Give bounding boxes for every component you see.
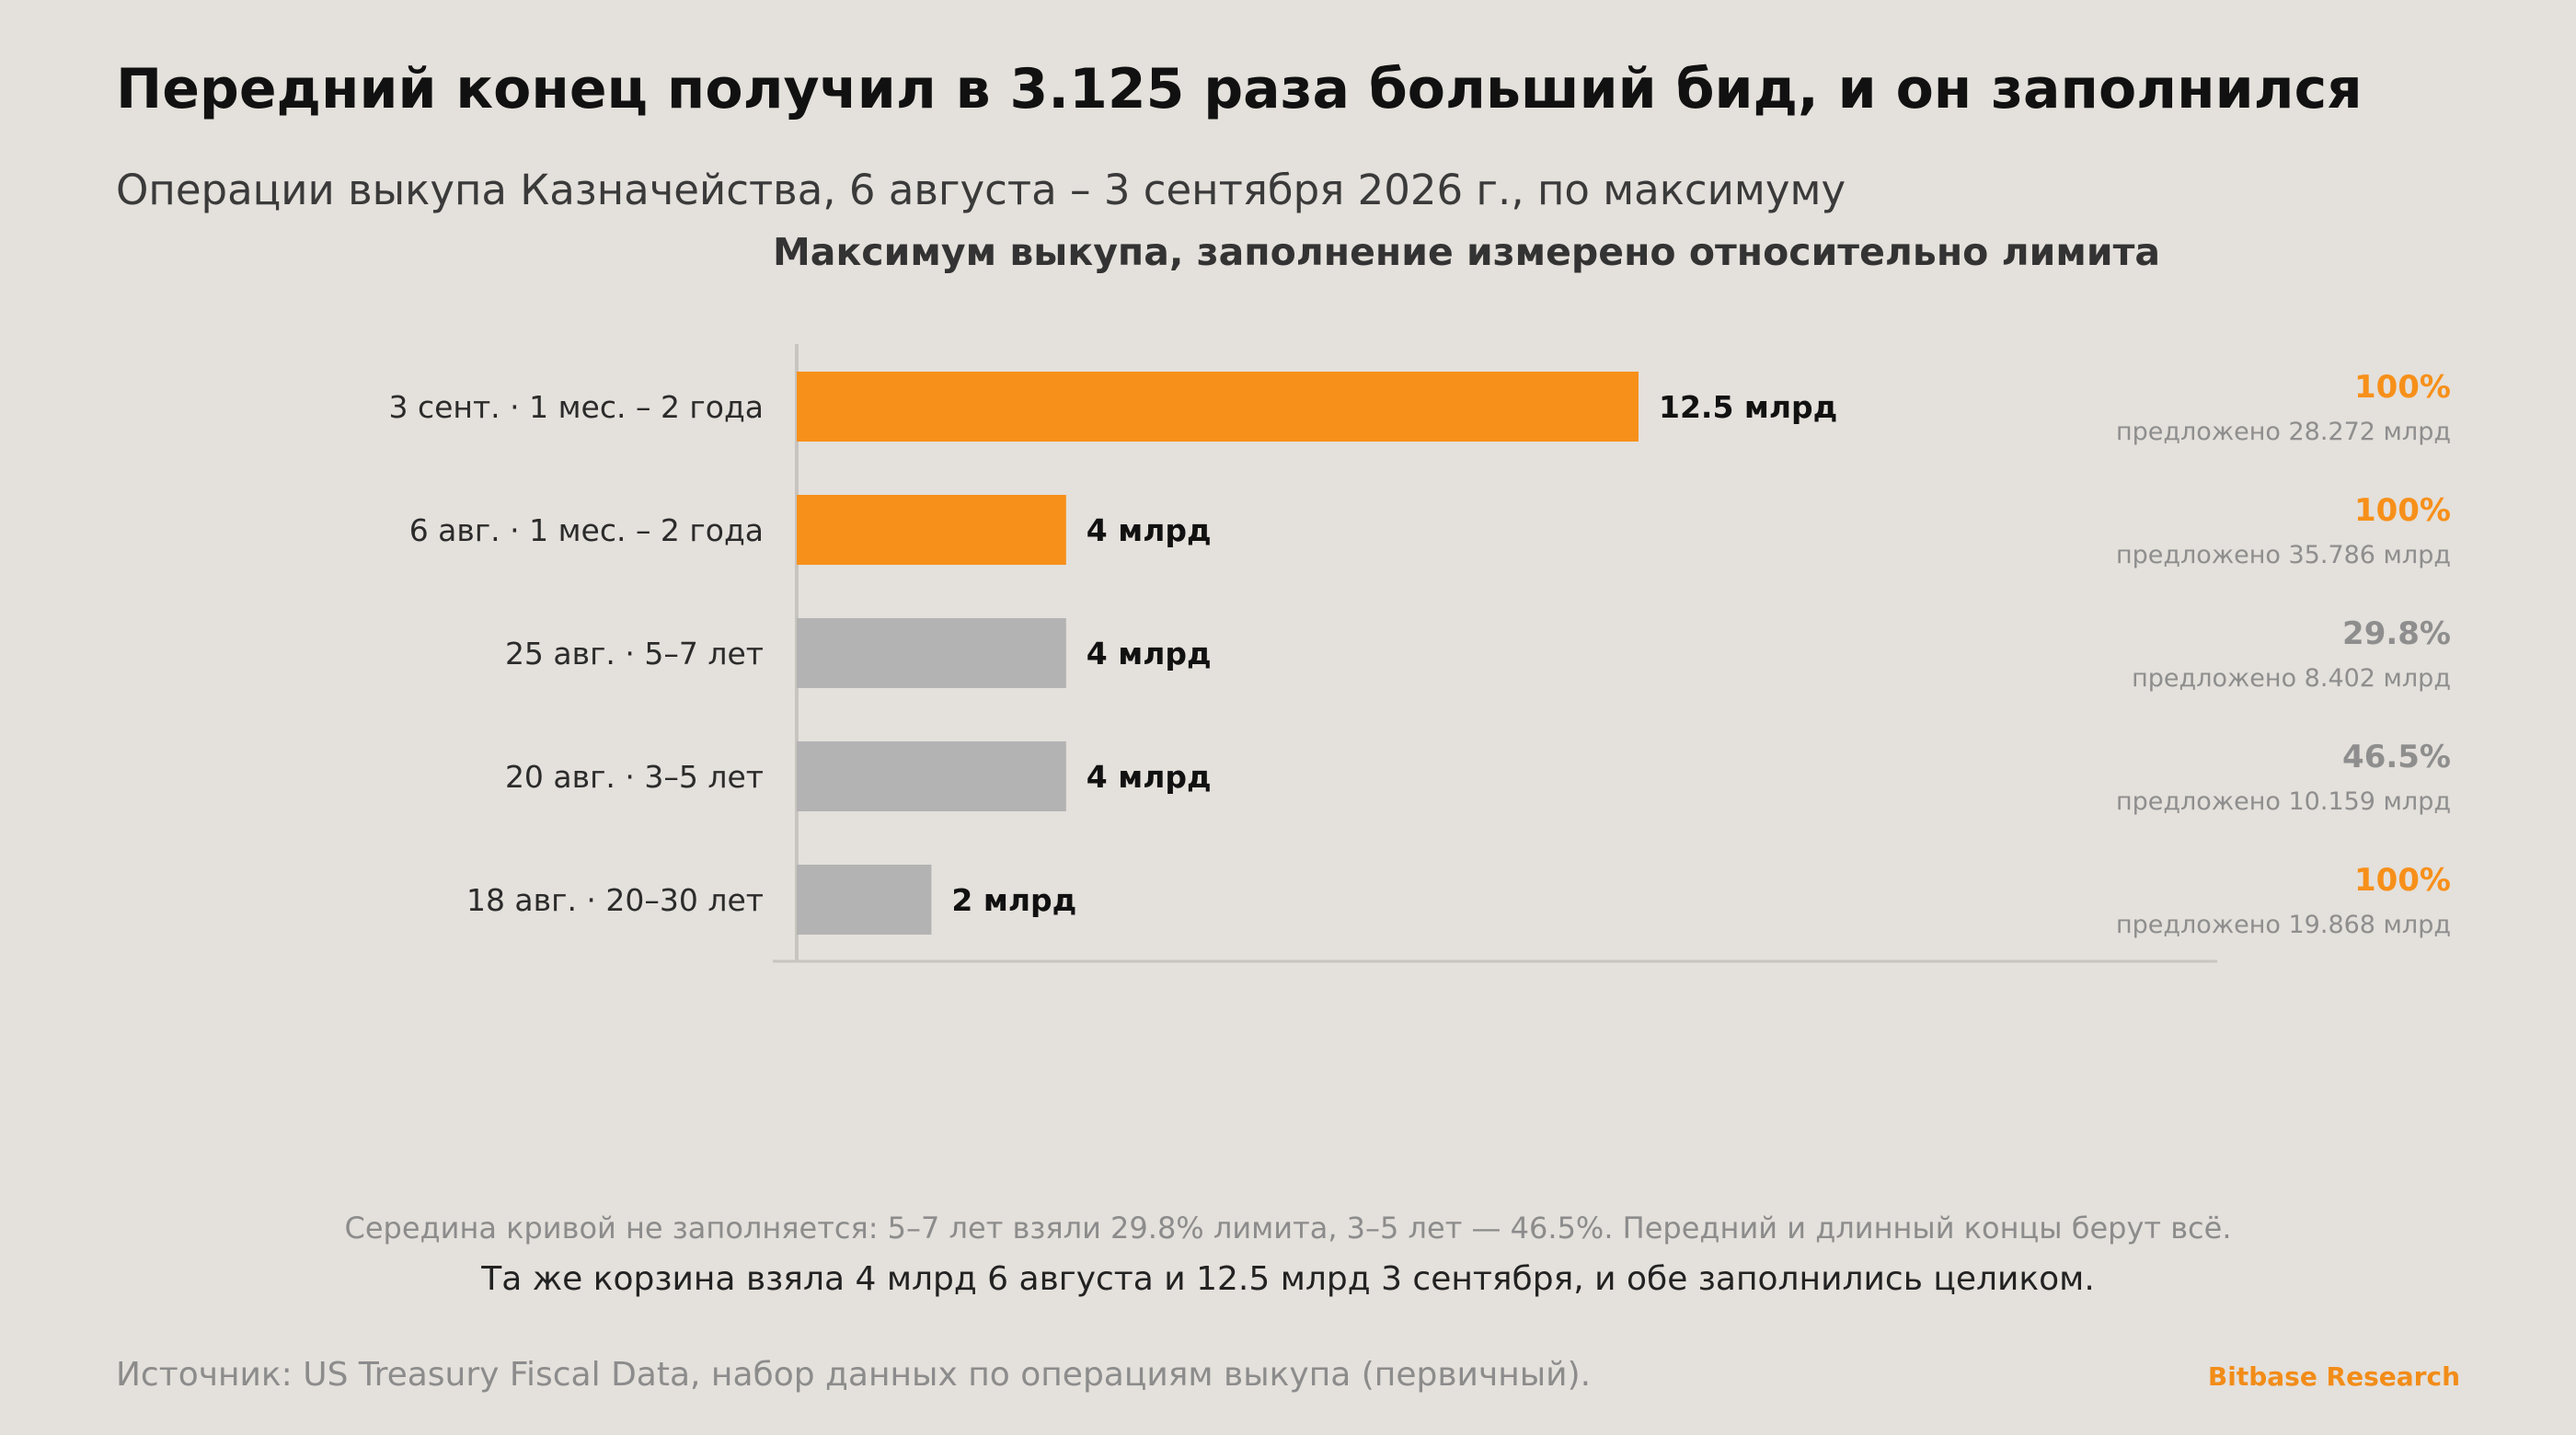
bar — [797, 372, 1639, 442]
page-title: Передний конец получил в 3.125 раза боль… — [116, 57, 2363, 121]
category-label: 6 авг. · 1 мес. – 2 года — [409, 512, 764, 548]
fill-percent-label: 100% — [2354, 369, 2451, 406]
offered-amount-label: предложено 28.272 млрд — [2116, 418, 2451, 446]
fill-percent-label: 29.8% — [2342, 615, 2451, 652]
note-midcurve: Середина кривой не заполняется: 5–7 лет … — [344, 1211, 2232, 1246]
category-label: 18 авг. · 20–30 лет — [466, 882, 764, 918]
category-label: 3 сент. · 1 мес. – 2 года — [388, 389, 764, 425]
offered-amount-label: предложено 10.159 млрд — [2116, 787, 2451, 816]
chart-title: Максимум выкупа, заполнение измерено отн… — [773, 230, 2161, 274]
fill-percent-label: 46.5% — [2342, 739, 2451, 775]
offered-amount-label: предложено 19.868 млрд — [2116, 911, 2451, 939]
bar-value-label: 4 млрд — [1087, 512, 1212, 548]
offered-amount-label: предложено 35.786 млрд — [2116, 541, 2451, 569]
fill-percent-label: 100% — [2354, 492, 2451, 529]
bar — [797, 865, 932, 935]
page-subtitle: Операции выкупа Казначейства, 6 августа … — [116, 166, 1846, 214]
bar — [797, 495, 1066, 565]
source-note: Источник: US Treasury Fiscal Data, набор… — [116, 1356, 1592, 1394]
fill-percent-label: 100% — [2354, 862, 2451, 899]
bar-value-label: 12.5 млрд — [1659, 389, 1837, 425]
bar — [797, 618, 1066, 688]
category-label: 20 авг. · 3–5 лет — [505, 759, 764, 795]
offered-amount-label: предложено 8.402 млрд — [2132, 664, 2451, 693]
bar-value-label: 4 млрд — [1087, 759, 1212, 795]
category-label: 25 авг. · 5–7 лет — [505, 636, 764, 672]
bar-value-label: 4 млрд — [1087, 636, 1212, 672]
bar — [797, 741, 1066, 811]
bar-value-label: 2 млрд — [951, 882, 1076, 918]
note-basket: Та же корзина взяла 4 млрд 6 августа и 1… — [481, 1260, 2095, 1298]
brand-logo: Bitbase Research — [2207, 1361, 2460, 1392]
buyback-bar-chart: 3 сент. · 1 мес. – 2 года 12.5 млрд 100% пр… — [388, 344, 2451, 963]
